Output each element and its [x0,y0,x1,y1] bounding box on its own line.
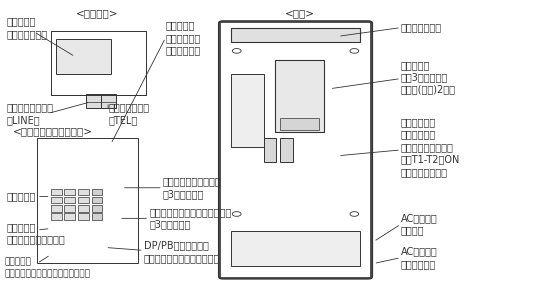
Bar [231,231,360,266]
Text: 電話用モジュラ
（TEL）: 電話用モジュラ （TEL） [108,102,149,125]
Bar [280,138,293,162]
Bar [51,197,62,203]
Bar [64,197,75,203]
Text: 数字ボタン: 数字ボタン [7,191,36,201]
Text: 来客チャイム音量調整スイッチ
（3段階切換）: 来客チャイム音量調整スイッチ （3段階切換） [149,207,232,230]
Text: DP/PB切換スイッチ
（使用する回線に合わせる）: DP/PB切換スイッチ （使用する回線に合わせる） [144,241,220,263]
Bar [92,213,102,220]
Text: コンソール
ボックスカバー: コンソール ボックスカバー [7,16,48,39]
Text: <後面>: <後面> [285,8,315,18]
Bar [64,205,75,212]
Text: 決定ボタン
（登録・設定を確定）: 決定ボタン （登録・設定を確定） [7,222,65,244]
FancyBboxPatch shape [219,21,372,279]
Bar [264,138,276,162]
Text: <コンソールボックス内>: <コンソールボックス内> [13,126,94,136]
Bar [64,189,75,195]
Text: スタンド取付穴: スタンド取付穴 [401,23,442,33]
Text: 通話音量調整スイッチ
（3段階切換）: 通話音量調整スイッチ （3段階切換） [163,177,222,199]
Text: <側面下側>: <側面下側> [76,8,118,18]
Bar [56,39,111,74]
Bar [275,60,324,132]
Bar [78,205,89,212]
Bar [64,213,75,220]
Bar [78,213,89,220]
Circle shape [232,212,241,216]
Bar [231,74,264,147]
Bar [51,189,62,195]
Text: ACアダプタ
コードガイド: ACアダプタ コードガイド [401,246,438,269]
Text: 取消ボタン
（登録時の修正と登録操作の終了）: 取消ボタン （登録時の修正と登録操作の終了） [4,258,90,278]
Bar [280,118,319,130]
Text: 登録ボタン
（子機等登録
設定時使用）: 登録ボタン （子機等登録 設定時使用） [166,20,201,55]
Bar [78,197,89,203]
Circle shape [232,49,241,53]
Circle shape [350,212,359,216]
Bar [51,31,146,95]
Text: ACアダプタ
入力端子: ACアダプタ 入力端子 [401,213,438,235]
Text: 外部機器制御
スイッチ端子
（警報音が鳴ってい
る間T1-T2間ON
（ショート）する: 外部機器制御 スイッチ端子 （警報音が鳴ってい る間T1-T2間ON （ショート… [401,117,460,177]
Bar [78,189,89,195]
Text: 電池カバー
（単3形アルカリ
乾電池(別売)2本）: 電池カバー （単3形アルカリ 乾電池(別売)2本） [401,60,456,94]
Bar [51,205,62,212]
Bar [231,28,360,42]
Bar [37,138,138,263]
Text: 電話局側モジュラ
（LINE）: 電話局側モジュラ （LINE） [7,102,54,125]
Bar [92,189,102,195]
Bar [51,213,62,220]
Bar [92,205,102,212]
Bar [221,22,371,278]
Circle shape [350,49,359,53]
Bar [86,94,116,108]
Bar [92,197,102,203]
